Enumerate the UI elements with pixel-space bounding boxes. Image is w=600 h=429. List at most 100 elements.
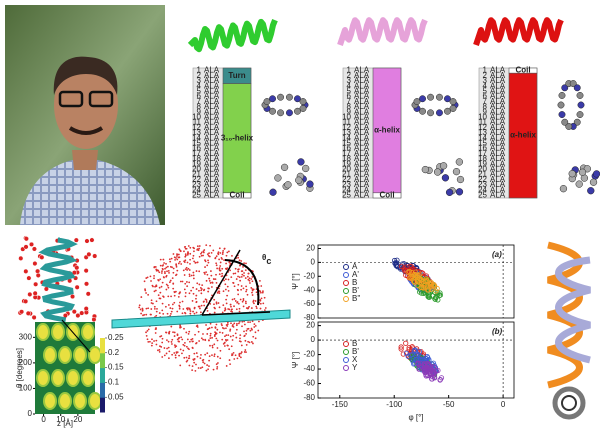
solvent <box>157 294 160 297</box>
network-node <box>558 111 566 118</box>
solvent <box>157 269 160 272</box>
solvent <box>239 340 242 343</box>
scatter-point <box>426 292 432 298</box>
y-tick-label: 100 <box>19 384 33 393</box>
solvent <box>233 305 235 308</box>
solvent <box>200 289 203 292</box>
residue-name: ALA <box>354 123 370 132</box>
scatter-point <box>433 288 439 294</box>
residue-number: 19 <box>342 159 351 168</box>
solvent <box>213 355 216 358</box>
water <box>28 241 35 247</box>
solvent <box>189 263 191 265</box>
solvent <box>178 307 181 310</box>
residue-name: ALA <box>490 71 506 80</box>
water <box>85 291 91 297</box>
solvent <box>245 307 248 309</box>
x-axis-label: φ [°] <box>408 413 423 422</box>
solvent <box>199 357 202 360</box>
residue-name: ALA <box>490 185 506 194</box>
solvent <box>169 312 172 315</box>
residue-number: 24 <box>342 185 351 194</box>
solvent <box>246 293 249 296</box>
solvent <box>173 301 176 304</box>
solvent <box>242 266 244 268</box>
solvent <box>193 307 196 310</box>
water <box>91 316 97 323</box>
solvent <box>153 290 156 293</box>
solvent <box>193 352 196 355</box>
solvent <box>181 352 183 355</box>
solvent <box>155 327 157 329</box>
solvent <box>187 245 190 247</box>
heatmap-spot <box>36 369 50 387</box>
solvent <box>200 304 203 307</box>
residue-name: ALA <box>354 185 370 194</box>
solvent <box>162 276 165 278</box>
colorbar-tick-label: 0.05 <box>108 392 124 401</box>
solvent <box>246 275 249 278</box>
solvent <box>224 308 227 311</box>
water <box>19 309 25 315</box>
solvent <box>202 254 204 257</box>
residue-name: ALA <box>490 133 506 142</box>
solvent <box>193 250 195 253</box>
residue-number: 2 <box>197 71 202 80</box>
water <box>23 298 29 304</box>
network-node <box>439 162 448 170</box>
solvent <box>231 354 233 357</box>
solvent <box>172 267 175 270</box>
solvent <box>148 340 151 343</box>
residue-number: 9 <box>483 107 488 116</box>
solvent <box>183 288 186 291</box>
residue-name: ALA <box>490 144 506 153</box>
solvent <box>245 332 248 335</box>
residue-name: ALA <box>354 133 370 142</box>
solvent <box>221 253 224 255</box>
solvent <box>202 361 205 364</box>
water <box>27 291 33 297</box>
water <box>32 261 38 267</box>
solvent <box>221 311 224 314</box>
residue-number: 22 <box>192 175 201 184</box>
residue-number: 24 <box>478 185 487 194</box>
solvent <box>229 328 232 331</box>
solvent <box>250 286 253 289</box>
solvent <box>198 340 201 342</box>
solvent <box>201 288 203 290</box>
solvent <box>223 247 226 250</box>
legend-marker <box>343 272 349 278</box>
scatter-point <box>420 270 426 277</box>
scatter-point <box>415 360 421 366</box>
legend-marker <box>343 280 349 286</box>
solvent <box>218 290 221 293</box>
network-node <box>419 107 426 115</box>
solvent <box>160 346 163 348</box>
residue-number: 16 <box>342 144 351 153</box>
solvent <box>211 336 213 339</box>
solvent <box>226 285 229 288</box>
solvent <box>189 308 191 311</box>
residue-name: ALA <box>354 144 370 153</box>
solvent <box>231 298 234 301</box>
solvent <box>184 246 187 248</box>
solvent <box>213 343 216 346</box>
solvent <box>240 351 243 353</box>
network-node <box>565 122 573 130</box>
residue-name: ALA <box>490 165 506 174</box>
solvent <box>241 320 244 323</box>
solvent <box>204 353 207 356</box>
segment <box>222 192 252 199</box>
solvent <box>205 244 208 246</box>
network-node <box>456 175 465 184</box>
solvent <box>161 356 164 358</box>
solvent <box>208 287 210 290</box>
colorbar-tick-label: 0.1 <box>108 378 120 387</box>
solvent <box>221 275 224 277</box>
solvent <box>219 252 222 254</box>
solvent <box>175 255 178 257</box>
water <box>92 253 98 259</box>
solvent <box>248 341 251 344</box>
solvent <box>234 354 237 357</box>
